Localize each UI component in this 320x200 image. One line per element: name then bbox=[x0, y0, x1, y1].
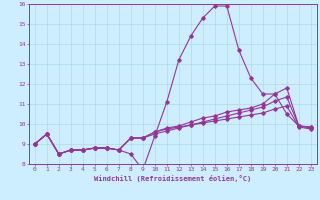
X-axis label: Windchill (Refroidissement éolien,°C): Windchill (Refroidissement éolien,°C) bbox=[94, 175, 252, 182]
